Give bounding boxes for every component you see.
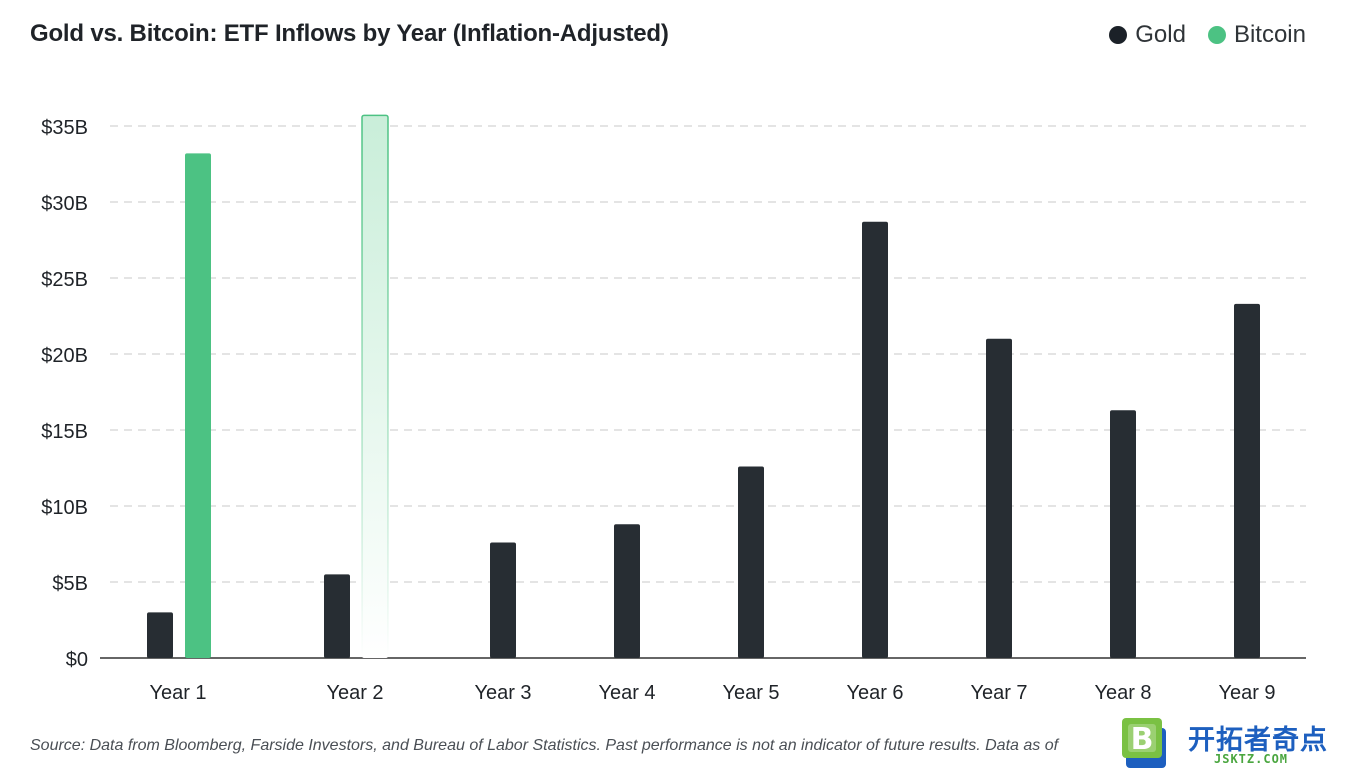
y-tick-label: $10B [41,497,88,519]
watermark-logo-letter: B [1131,722,1154,757]
source-note: Source: Data from Bloomberg, Farside Inv… [30,737,1059,754]
y-tick-label: $20B [41,345,88,367]
x-tick-label: Year 8 [1094,682,1151,704]
legend-swatch-bitcoin [1207,26,1226,44]
legend: Gold Bitcoin [1109,21,1306,49]
bar-gold [490,542,516,658]
legend-label-gold: Gold [1135,21,1186,48]
x-tick-label: Year 6 [846,682,903,704]
legend-item-bitcoin: Bitcoin [1207,21,1306,49]
watermark: B 开拓者奇点 JSKTZ.COM [1110,712,1350,774]
x-tick-label: Year 4 [598,682,655,704]
x-tick-label: Year 2 [326,682,383,704]
y-tick-label: $25B [41,269,88,291]
watermark-url: JSKTZ.COM [1214,752,1289,766]
bar-bitcoin [185,153,211,659]
watermark-logo-icon: B [1122,718,1166,768]
watermark-text: 开拓者奇点 [1188,725,1328,756]
x-tick-label: Year 1 [149,682,206,704]
x-tick-label: Year 5 [722,682,779,704]
bar-gold [324,574,350,658]
y-tick-label: $15B [41,421,88,443]
bar-gold [614,524,640,658]
y-tick-label: $30B [41,193,88,215]
chart-title: Gold vs. Bitcoin: ETF Inflows by Year (I… [30,20,669,47]
bar-bitcoin-projected [361,114,389,659]
x-tick-label: Year 9 [1218,682,1275,704]
y-tick-label: $0 [66,649,88,671]
x-tick-label: Year 3 [474,682,531,704]
bar-gold [738,466,764,658]
bar-gold [1234,303,1260,658]
y-tick-label: $5B [52,573,88,595]
legend-swatch-gold [1109,26,1128,44]
bar-gold [862,221,888,658]
legend-item-gold: Gold [1109,21,1186,49]
x-tick-label: Year 7 [970,682,1027,704]
y-tick-label: $35B [41,117,88,139]
bar-gold [1110,410,1136,658]
bar-gold [147,612,173,658]
bar-gold [986,338,1012,658]
legend-label-bitcoin: Bitcoin [1233,21,1306,48]
